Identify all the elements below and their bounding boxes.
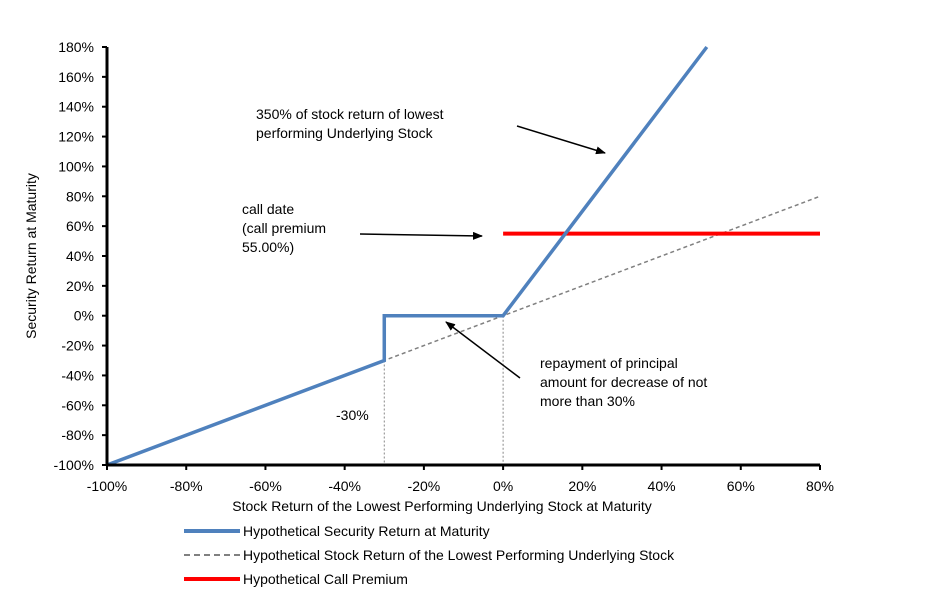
y-tick-label: 100% xyxy=(58,158,94,174)
legend-label: Hypothetical Call Premium xyxy=(243,571,408,587)
x-tick-label: -80% xyxy=(170,478,203,494)
y-tick-label: -60% xyxy=(61,397,94,413)
y-tick-label: 160% xyxy=(58,69,94,85)
legend-swatch xyxy=(184,529,240,533)
y-tick-label: 20% xyxy=(66,278,94,294)
y-tick-label: 180% xyxy=(58,39,94,55)
annotation-350-percent: 350% of stock return of lowest performin… xyxy=(256,106,444,141)
series-line-0 xyxy=(106,45,709,467)
x-tick-label: -20% xyxy=(408,478,441,494)
x-tick-label: -40% xyxy=(328,478,361,494)
x-tick-label: 20% xyxy=(568,478,596,494)
y-axis-label: Security Return at Maturity xyxy=(23,173,39,339)
y-tick-label: 80% xyxy=(66,188,94,204)
x-tick-label: -100% xyxy=(87,478,127,494)
x-axis-label: Stock Return of the Lowest Performing Un… xyxy=(232,498,651,514)
legend-swatch xyxy=(184,577,240,581)
y-tick-label: 60% xyxy=(66,218,94,234)
annotation-arrow xyxy=(359,231,483,240)
legend-item: Hypothetical Call Premium xyxy=(184,567,674,591)
y-tick-label: 120% xyxy=(58,129,94,145)
y-tick-label: 140% xyxy=(58,99,94,115)
legend-item: Hypothetical Security Return at Maturity xyxy=(184,519,674,543)
annotation-arrow xyxy=(516,125,606,155)
legend-swatch xyxy=(184,554,240,556)
x-tick-label: 80% xyxy=(806,478,834,494)
legend: Hypothetical Security Return at Maturity… xyxy=(184,519,674,591)
x-tick-label: 40% xyxy=(648,478,676,494)
annotation-repayment: repayment of principal amount for decrea… xyxy=(540,355,708,409)
annotation-minus-30: -30% xyxy=(336,407,369,423)
y-tick-label: 40% xyxy=(66,248,94,264)
x-tick-label: 60% xyxy=(727,478,755,494)
y-tick-label: -100% xyxy=(54,457,94,473)
legend-label: Hypothetical Security Return at Maturity xyxy=(243,523,490,539)
y-tick-label: -40% xyxy=(61,367,94,383)
y-tick-label: 0% xyxy=(74,308,94,324)
legend-item: Hypothetical Stock Return of the Lowest … xyxy=(184,543,674,567)
y-tick-label: -20% xyxy=(61,338,94,354)
y-tick-label: -80% xyxy=(61,427,94,443)
legend-label: Hypothetical Stock Return of the Lowest … xyxy=(243,547,675,563)
x-tick-label: 0% xyxy=(493,478,513,494)
annotation-arrow xyxy=(445,321,521,379)
annotation-call-date: call date (call premium 55.00%) xyxy=(242,201,327,255)
x-tick-label: -60% xyxy=(249,478,282,494)
